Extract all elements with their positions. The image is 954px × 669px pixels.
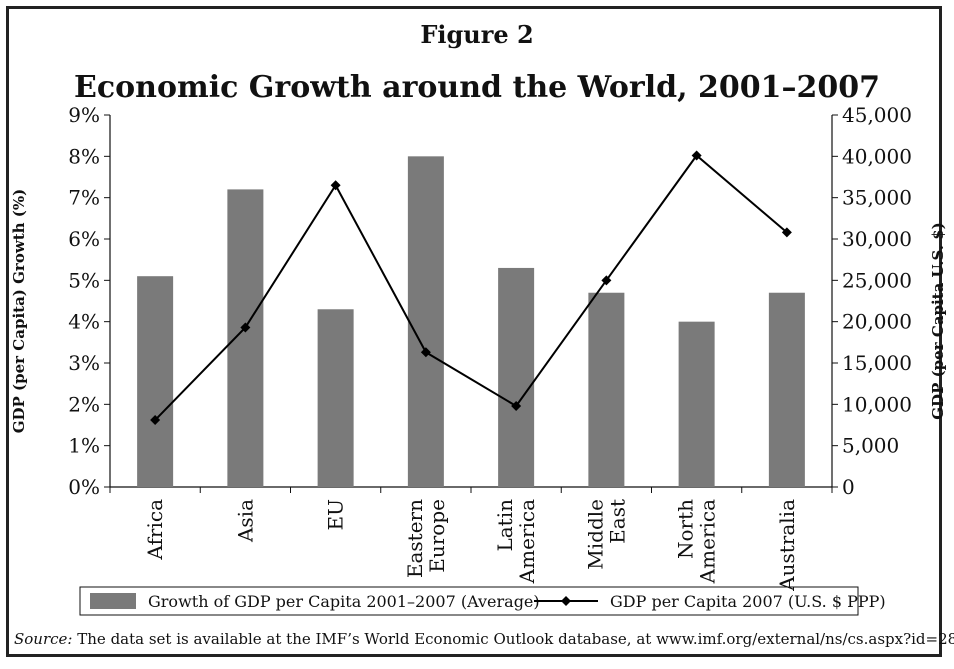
line-point [150, 415, 161, 426]
x-tick-label: America [515, 499, 539, 584]
x-tick-label: Middle [583, 499, 607, 570]
x-tick-label: Africa [143, 499, 167, 561]
line-point [781, 227, 792, 238]
source-label: Source: [14, 630, 73, 648]
line-point [240, 322, 251, 333]
bar [317, 309, 354, 487]
x-tick-label: North [674, 499, 698, 559]
y-left-tick-label: 4% [68, 310, 100, 334]
y-right-tick-label: 5,000 [842, 434, 899, 458]
line-point [420, 347, 431, 358]
y-left-tick-label: 2% [68, 392, 100, 416]
y-left-tick-label: 9% [68, 103, 100, 127]
bar [498, 267, 535, 487]
x-tick-label: EU [324, 499, 348, 530]
y-left-tick-label: 8% [68, 144, 100, 168]
bar [137, 276, 174, 487]
x-tick-label: East [605, 499, 629, 544]
y-left-tick-label: 7% [68, 186, 100, 210]
y-right-tick-label: 40,000 [842, 144, 912, 168]
x-tick-label: Asia [233, 499, 257, 543]
bar [678, 321, 715, 487]
legend-swatch-bar [90, 593, 136, 609]
line-point [330, 180, 341, 191]
figure-frame [6, 6, 942, 657]
figure-label: Figure 2 [420, 20, 534, 49]
x-tick-label: Latin [493, 499, 517, 552]
bar [227, 189, 264, 487]
y-left-tick-label: 1% [68, 434, 100, 458]
y-left-axis-title: GDP (per Capita) Growth (%) [10, 189, 28, 434]
y-right-tick-label: 10,000 [842, 392, 912, 416]
line-point [601, 275, 612, 286]
y-right-tick-label: 30,000 [842, 227, 912, 251]
legend-label-bar: Growth of GDP per Capita 2001–2007 (Aver… [148, 592, 540, 611]
x-tick-label: Europe [425, 499, 449, 573]
bar [407, 156, 444, 488]
y-right-tick-label: 25,000 [842, 268, 912, 292]
legend-swatch-marker [561, 596, 571, 606]
y-left-tick-label: 3% [68, 351, 100, 375]
bar [588, 292, 625, 487]
source-note: Source: The data set is available at the… [14, 630, 954, 648]
line-point [691, 150, 702, 161]
y-left-tick-label: 0% [68, 475, 100, 499]
x-tick-label: America [696, 499, 720, 584]
chart-title: Economic Growth around the World, 2001–2… [73, 70, 880, 105]
y-right-tick-label: 0 [842, 475, 855, 499]
line-point [511, 400, 522, 411]
legend-label-line: GDP per Capita 2007 (U.S. $ PPP) [610, 592, 886, 611]
source-text: The data set is available at the IMF’s W… [77, 630, 954, 648]
y-right-axis-title: GDP (per Capita U.S. $) [929, 222, 947, 420]
y-left-tick-label: 5% [68, 268, 100, 292]
y-right-tick-label: 15,000 [842, 351, 912, 375]
legend-box [79, 586, 859, 616]
y-right-tick-label: 35,000 [842, 186, 912, 210]
series-line [154, 154, 788, 421]
y-left-tick-label: 6% [68, 227, 100, 251]
bar [768, 292, 805, 487]
x-tick-label: Eastern [403, 499, 427, 578]
y-right-tick-label: 45,000 [842, 103, 912, 127]
y-right-tick-label: 20,000 [842, 310, 912, 334]
x-tick-label: Australia [775, 499, 799, 592]
